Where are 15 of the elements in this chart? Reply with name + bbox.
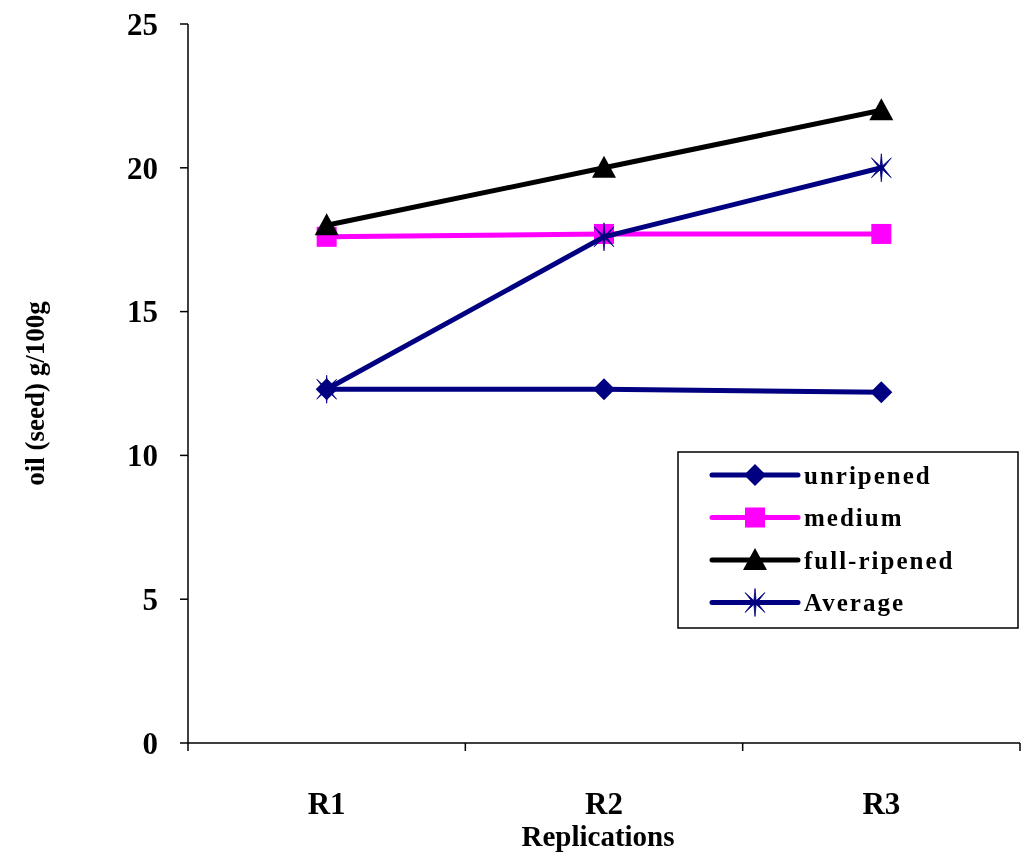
y-tick-label: 5 xyxy=(142,582,158,618)
legend-label: medium xyxy=(804,504,904,532)
legend-label: Average xyxy=(804,589,905,617)
x-axis-title: Replications xyxy=(521,820,675,852)
y-tick-label: 20 xyxy=(127,150,158,186)
x-tick-label: R2 xyxy=(585,786,623,821)
y-tick-label: 15 xyxy=(127,294,158,330)
y-tick-label: 0 xyxy=(142,725,158,761)
x-tick-label: R3 xyxy=(862,786,901,821)
y-tick-label: 10 xyxy=(127,438,158,474)
y-tick-label: 25 xyxy=(127,6,158,42)
y-axis-title: oil (seed) g/100g xyxy=(20,300,50,486)
legend-label: unripened xyxy=(804,461,932,489)
legend-label: full-ripened xyxy=(804,546,955,574)
x-tick-label: R1 xyxy=(307,786,346,821)
